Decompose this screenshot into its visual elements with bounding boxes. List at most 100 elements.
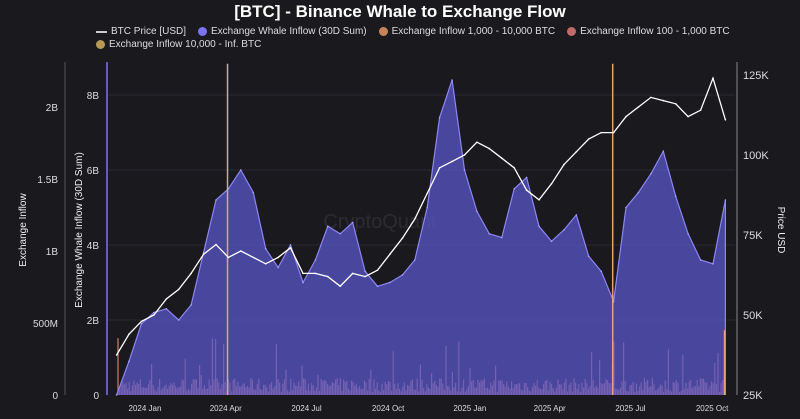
whale-inflow-point [674, 195, 677, 198]
btc-price-point [550, 183, 553, 185]
whale-inflow-area [116, 80, 726, 395]
btc-price-point [215, 243, 217, 246]
whale-inflow-point [476, 210, 478, 213]
whale-inflow-point [414, 259, 416, 261]
whale-inflow-point [513, 188, 515, 190]
outer-left-tick-label: 1.5B [37, 175, 58, 186]
legend-item-btc-price[interactable]: BTC Price [USD] [96, 26, 186, 37]
dot-swatch-icon [96, 40, 105, 49]
btc-price-point [252, 256, 255, 259]
dot-swatch-icon [567, 27, 577, 36]
watermark: CryptoQuant [323, 211, 437, 233]
whale-inflow-point [712, 263, 714, 265]
x-tick-label: 2024 Jan [129, 404, 162, 413]
btc-price-point [115, 354, 118, 356]
whale-inflow-point [240, 169, 242, 171]
right-tick-label: 125K [743, 70, 769, 82]
btc-price-point [190, 272, 192, 275]
btc-price-point [637, 106, 640, 108]
inner-left-tick-label: 0 [93, 391, 99, 402]
legend-item-inflow-100-1000[interactable]: Exchange Inflow 100 - 1,000 BTC [567, 26, 730, 37]
whale-inflow-point [637, 191, 640, 194]
line-swatch-icon [96, 30, 107, 33]
btc-price-point [202, 253, 205, 255]
inner-left-tick-label: 4B [87, 241, 100, 252]
btc-price-point [575, 151, 578, 153]
btc-price-point [612, 131, 615, 134]
btc-price-point [662, 99, 665, 102]
whale-inflow-point [426, 206, 429, 209]
whale-inflow-point [662, 150, 665, 153]
dot-swatch-icon [198, 27, 208, 36]
btc-price-point [277, 256, 279, 259]
btc-price-point [650, 96, 652, 99]
whale-inflow-point [165, 308, 168, 310]
legend-row-1: BTC Price [USD] Exchange Whale Inflow (3… [96, 26, 730, 37]
whale-inflow-point [451, 79, 453, 81]
btc-price-point [140, 320, 143, 323]
btc-price-point [699, 109, 702, 111]
whale-inflow-point [215, 199, 217, 201]
whale-inflow-point [550, 240, 553, 243]
btc-price-point [401, 237, 404, 239]
btc-price-point [488, 147, 491, 150]
x-tick-label: 2025 Oct [696, 404, 729, 413]
whale-inflow-point [600, 270, 602, 273]
legend-label: BTC Price [USD] [111, 26, 187, 37]
btc-price-point [327, 275, 329, 278]
btc-price-point [724, 119, 727, 121]
inner-left-tick-label: 2B [87, 316, 100, 327]
x-tick-label: 2025 Apr [534, 404, 566, 413]
right-tick-label: 25K [743, 390, 763, 402]
whale-inflow-point [488, 233, 491, 235]
whale-inflow-point [339, 233, 342, 235]
whale-inflow-point [376, 285, 379, 288]
x-tick-label: 2025 Jan [453, 404, 486, 413]
btc-price-point [476, 141, 478, 143]
whale-inflow-point [463, 169, 466, 171]
right-axis-label: Price USD [775, 207, 786, 254]
whale-inflow-point [190, 304, 192, 306]
btc-price-point [302, 272, 304, 275]
btc-price-point [414, 218, 416, 220]
whale-inflow-point [153, 311, 155, 314]
btc-price-point [501, 157, 503, 159]
btc-price-point [513, 167, 515, 169]
whale-inflow-point [252, 191, 255, 194]
btc-price-point [625, 115, 627, 118]
whale-inflow-point [687, 233, 689, 235]
whale-inflow-point [650, 173, 652, 175]
outer-left-tick-label: 2B [46, 103, 59, 114]
btc-price-point [240, 250, 242, 252]
outer-left-tick-label: 500M [33, 319, 58, 330]
whale-inflow-point [401, 274, 404, 276]
x-tick-label: 2024 Oct [372, 404, 405, 413]
whale-inflow-point [314, 259, 317, 261]
legend-label: Exchange Inflow 10,000 - Inf. BTC [109, 39, 262, 50]
whale-inflow-point [575, 214, 578, 216]
btc-price-point [289, 247, 292, 249]
x-tick-label: 2025 Jul [615, 404, 645, 413]
legend-item-whale-inflow[interactable]: Exchange Whale Inflow (30D Sum) [198, 26, 367, 37]
whale-inflow-point [501, 236, 503, 239]
legend-label: Exchange Inflow 100 - 1,000 BTC [580, 26, 730, 37]
btc-price-point [463, 154, 466, 156]
whale-inflow-point [264, 248, 267, 250]
inner-left-tick-label: 8B [87, 91, 100, 102]
whale-inflow-point [177, 319, 180, 321]
whale-inflow-point [115, 394, 118, 396]
btc-price-point [364, 275, 366, 278]
legend-item-inflow-1000-10000[interactable]: Exchange Inflow 1,000 - 10,000 BTC [378, 26, 556, 37]
whale-inflow-point [625, 206, 627, 209]
x-tick-label: 2024 Apr [210, 404, 242, 413]
whale-inflow-point [140, 323, 143, 325]
legend-item-inflow-10000-inf[interactable]: Exchange Inflow 10,000 - Inf. BTC [96, 39, 261, 50]
whale-inflow-point [724, 199, 727, 201]
btc-price-point [712, 77, 714, 79]
legend-label: Exchange Inflow 1,000 - 10,000 BTC [391, 26, 556, 37]
whale-inflow-point [364, 270, 366, 273]
whale-inflow-point [289, 244, 292, 246]
whale-inflow-point [389, 281, 391, 284]
legend-label: Exchange Whale Inflow (30D Sum) [211, 26, 367, 37]
